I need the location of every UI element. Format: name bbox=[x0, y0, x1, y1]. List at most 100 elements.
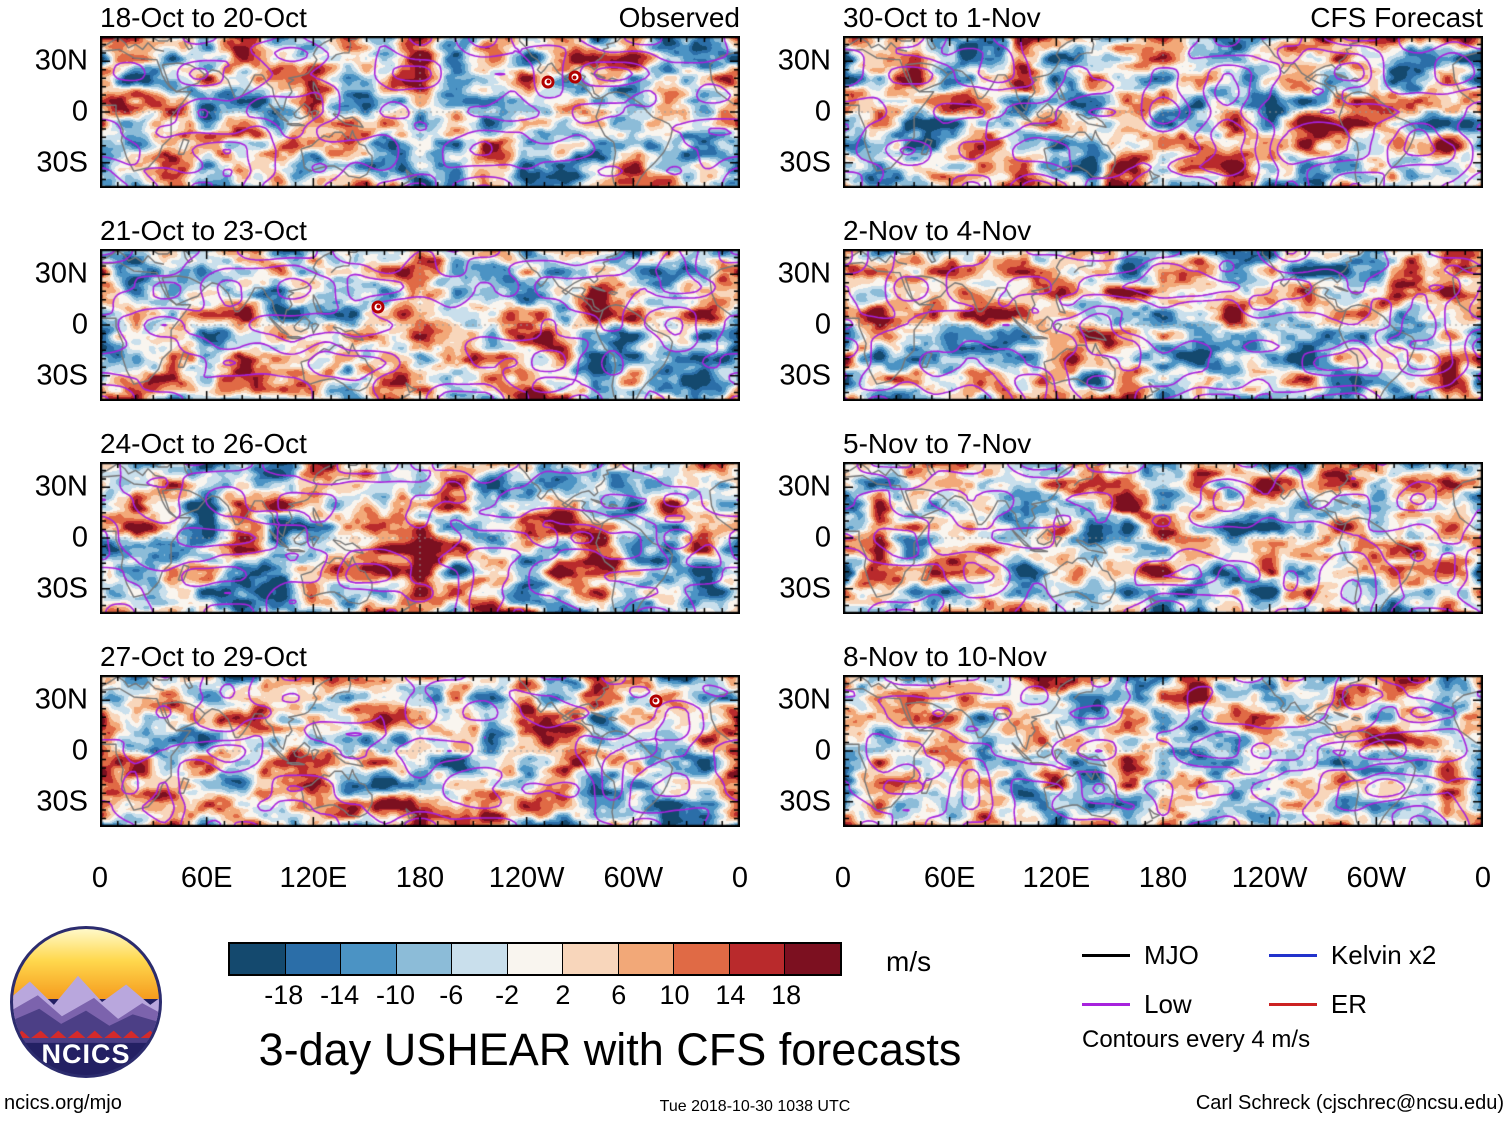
panel-date: 27-Oct to 29-Oct bbox=[100, 641, 307, 672]
panel-date: 30-Oct to 1-Nov bbox=[843, 2, 1041, 33]
er-line-swatch bbox=[1268, 1003, 1317, 1006]
column-header-forecast: CFS Forecast bbox=[1310, 2, 1483, 33]
y-tick-30s: 30S bbox=[779, 785, 831, 818]
map-canvas bbox=[843, 462, 1483, 614]
colorbar-swatch bbox=[285, 944, 342, 974]
panel-forecast-2: 2-Nov to 4-Nov 30N 0 30S bbox=[743, 215, 1483, 401]
colorbar-tick-label: -6 bbox=[439, 980, 464, 1010]
panel-forecast-1: 30-Oct to 1-Nov CFS Forecast 30N 0 30S bbox=[743, 2, 1483, 188]
panel-date: 24-Oct to 26-Oct bbox=[100, 428, 307, 459]
panel-date: 5-Nov to 7-Nov bbox=[843, 428, 1032, 459]
x-tick: 120E bbox=[279, 862, 348, 894]
legend-item-low: Low bbox=[1082, 989, 1199, 1020]
panel-observed-2: 21-Oct to 23-Oct 30N 0 30S bbox=[0, 215, 740, 401]
panel-date: 21-Oct to 23-Oct bbox=[100, 215, 307, 246]
y-tick-30s: 30S bbox=[36, 359, 88, 392]
observed-column: 18-Oct to 20-Oct Observed 30N 0 30S bbox=[0, 2, 748, 904]
colorbar bbox=[228, 942, 842, 976]
map-canvas bbox=[843, 249, 1483, 401]
x-axis-observed: 0 60E 120E 180 120W 60W 0 bbox=[0, 854, 748, 904]
y-tick-eq: 0 bbox=[71, 95, 88, 128]
x-axis-forecast: 0 60E 120E 180 120W 60W 0 bbox=[743, 854, 1491, 904]
x-tick: 60E bbox=[923, 862, 976, 894]
map-canvas bbox=[100, 675, 740, 827]
y-tick-30n: 30N bbox=[777, 470, 831, 503]
panel-title-row: 18-Oct to 20-Oct Observed bbox=[100, 2, 740, 36]
colorbar-unit: m/s bbox=[886, 946, 932, 977]
y-axis-labels: 30N 0 30S bbox=[743, 462, 843, 614]
map-observed-4 bbox=[100, 675, 740, 827]
footer-author: Carl Schreck (cjschrec@ncsu.edu) bbox=[1195, 1092, 1504, 1114]
panel-title-row: 2-Nov to 4-Nov bbox=[843, 215, 1483, 249]
hurricane-symbol-icon bbox=[568, 70, 582, 84]
x-tick: 120W bbox=[1231, 862, 1308, 894]
x-tick: 120W bbox=[488, 862, 565, 894]
x-tick: 0 bbox=[834, 862, 852, 894]
hurricane-symbol-icon bbox=[649, 694, 663, 708]
colorbar-swatch bbox=[563, 944, 619, 974]
map-canvas bbox=[100, 36, 740, 188]
map-observed-2 bbox=[100, 249, 740, 401]
panel-title-row: 5-Nov to 7-Nov bbox=[843, 428, 1483, 462]
y-tick-eq: 0 bbox=[71, 521, 88, 554]
map-forecast-2 bbox=[843, 249, 1483, 401]
x-tick: 60E bbox=[180, 862, 233, 894]
colorbar-swatch bbox=[396, 944, 453, 974]
logo-text: NCICS bbox=[41, 1038, 131, 1069]
panel-observed-1: 18-Oct to 20-Oct Observed 30N 0 30S bbox=[0, 2, 740, 188]
y-tick-30s: 30S bbox=[36, 785, 88, 818]
panel-observed-3: 24-Oct to 26-Oct 30N 0 30S bbox=[0, 428, 740, 614]
x-tick: 180 bbox=[1138, 862, 1188, 894]
y-tick-30n: 30N bbox=[777, 257, 831, 290]
forecast-column: 30-Oct to 1-Nov CFS Forecast 30N 0 30S bbox=[743, 2, 1491, 904]
y-tick-eq: 0 bbox=[814, 308, 831, 341]
colorbar-tick-label: 2 bbox=[555, 980, 571, 1010]
colorbar-swatch bbox=[729, 944, 786, 974]
legend-label: Kelvin x2 bbox=[1330, 940, 1437, 970]
panel-forecast-4: 8-Nov to 10-Nov 30N 0 30S bbox=[743, 641, 1483, 827]
x-tick: 60W bbox=[603, 862, 664, 894]
x-tick: 180 bbox=[395, 862, 445, 894]
y-tick-30n: 30N bbox=[34, 44, 88, 77]
colorbar-tick-label: 14 bbox=[715, 980, 746, 1010]
colorbar-swatch bbox=[618, 944, 675, 974]
panel-forecast-3: 5-Nov to 7-Nov 30N 0 30S bbox=[743, 428, 1483, 614]
y-axis-labels: 30N 0 30S bbox=[743, 36, 843, 188]
legend-item-er: ER bbox=[1268, 989, 1437, 1020]
colorbar-swatch bbox=[230, 944, 286, 974]
panel-date: 18-Oct to 20-Oct bbox=[100, 2, 307, 33]
column-header-observed: Observed bbox=[618, 2, 740, 33]
y-axis-labels: 30N 0 30S bbox=[0, 675, 100, 827]
legend-item-mjo: MJO bbox=[1082, 940, 1199, 971]
colorbar-swatch bbox=[507, 944, 564, 974]
map-canvas bbox=[843, 675, 1483, 827]
map-forecast-3 bbox=[843, 462, 1483, 614]
y-tick-30n: 30N bbox=[34, 683, 88, 716]
map-forecast-1 bbox=[843, 36, 1483, 188]
y-tick-30s: 30S bbox=[779, 572, 831, 605]
y-tick-30s: 30S bbox=[36, 146, 88, 179]
panel-title-row: 27-Oct to 29-Oct bbox=[100, 641, 740, 675]
colorbar-swatch bbox=[452, 944, 508, 974]
hurricane-symbol-icon bbox=[541, 75, 555, 89]
panel-date: 8-Nov to 10-Nov bbox=[843, 641, 1047, 672]
x-tick: 60W bbox=[1346, 862, 1407, 894]
y-tick-eq: 0 bbox=[814, 521, 831, 554]
legend-label: ER bbox=[1330, 989, 1368, 1019]
panel-title-row: 21-Oct to 23-Oct bbox=[100, 215, 740, 249]
map-canvas bbox=[843, 36, 1483, 188]
ncics-logo: NCICS bbox=[10, 926, 162, 1078]
colorbar-tick-label: -2 bbox=[495, 980, 520, 1010]
y-tick-eq: 0 bbox=[814, 95, 831, 128]
legend: MJO Low Kelvin x2 ER bbox=[1082, 940, 1436, 1020]
kelvin-line-swatch bbox=[1268, 954, 1317, 957]
panel-date: 2-Nov to 4-Nov bbox=[843, 215, 1032, 246]
y-tick-eq: 0 bbox=[71, 308, 88, 341]
footer-url: ncics.org/mjo bbox=[4, 1092, 122, 1114]
y-axis-labels: 30N 0 30S bbox=[743, 675, 843, 827]
x-tick: 120E bbox=[1022, 862, 1091, 894]
y-tick-30s: 30S bbox=[779, 146, 831, 179]
legend-item-kelvin: Kelvin x2 bbox=[1268, 940, 1437, 971]
y-tick-eq: 0 bbox=[814, 734, 831, 767]
contour-note: Contours every 4 m/s bbox=[1082, 1026, 1311, 1053]
